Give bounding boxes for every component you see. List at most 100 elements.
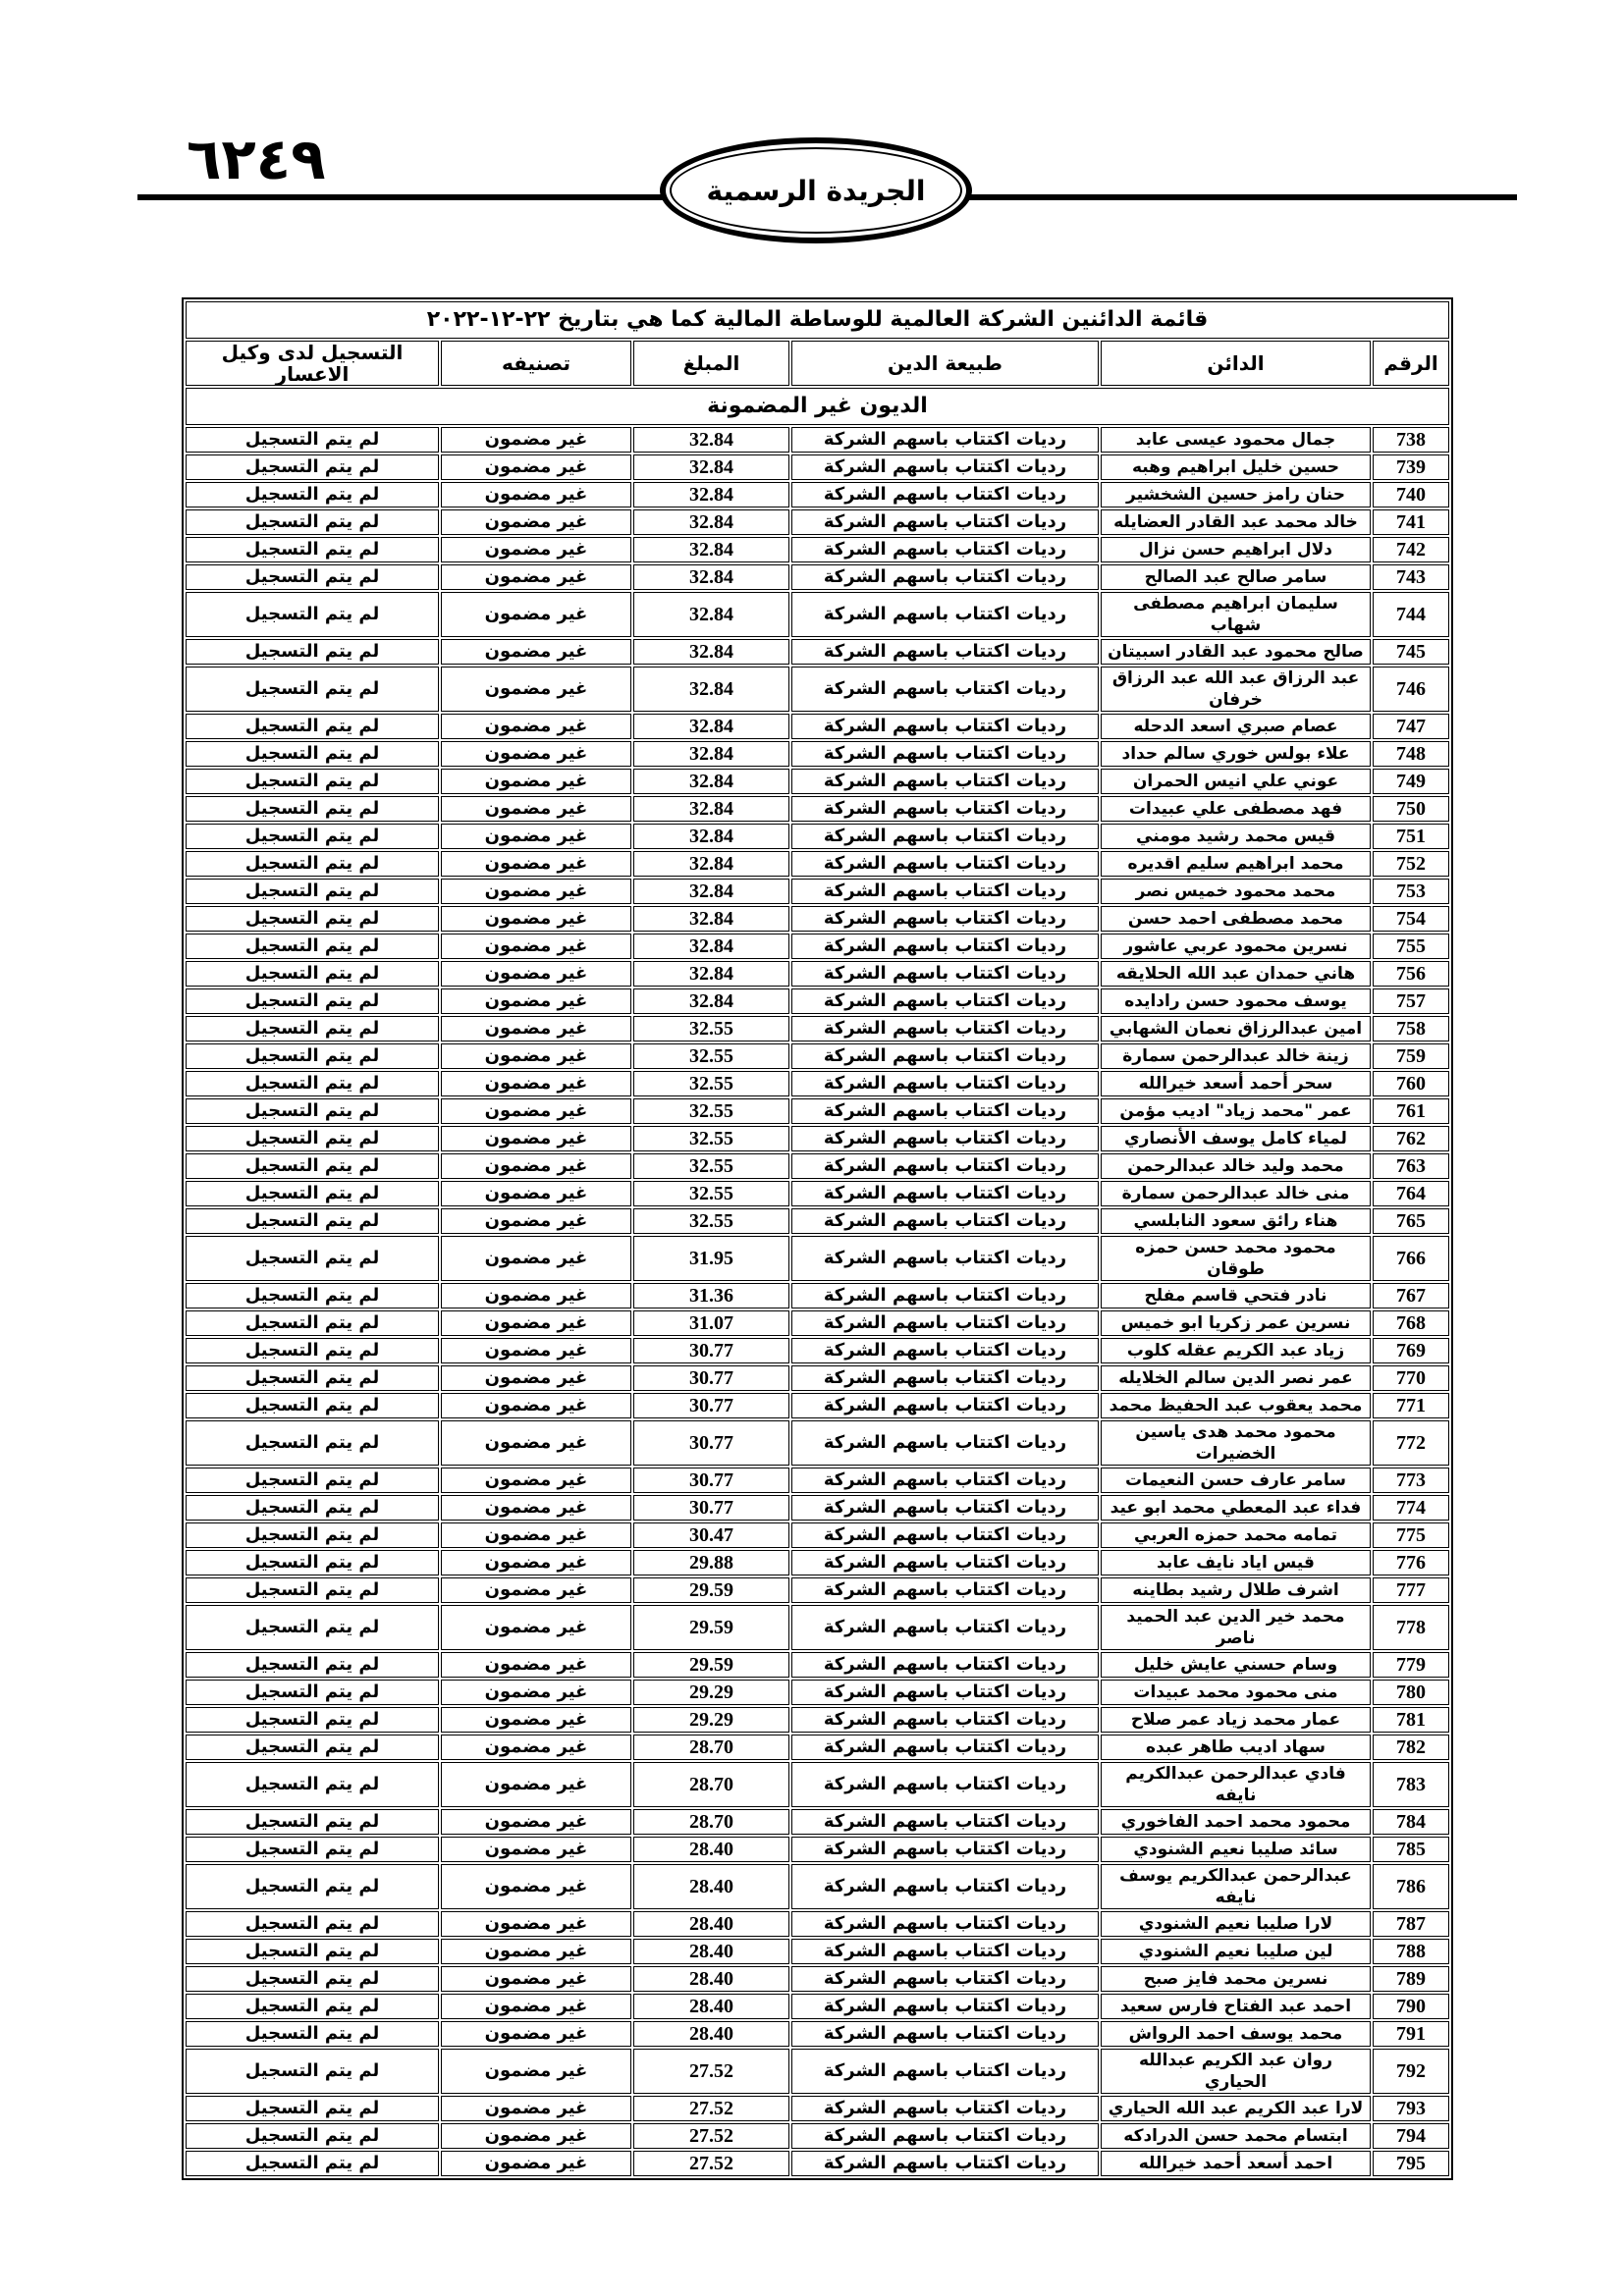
row-number: 741	[1373, 509, 1449, 535]
row-number: 747	[1373, 714, 1449, 739]
row-number: 775	[1373, 1522, 1449, 1548]
table-row: 752 محمد ابراهيم سليم اقديره رديات اكتتاب …	[186, 851, 1449, 877]
row-number: 744	[1373, 592, 1449, 637]
row-number: 777	[1373, 1577, 1449, 1603]
creditor-name: منى محمود محمد عبيدات	[1101, 1680, 1371, 1705]
creditor-name: حنان رامز حسين الشخشير	[1101, 482, 1371, 507]
row-number: 770	[1373, 1365, 1449, 1391]
registration-status: لم يتم التسجيل	[186, 1911, 439, 1937]
amount: 32.55	[633, 1153, 789, 1179]
debt-nature: رديات اكتتاب باسهم الشركة	[791, 1994, 1099, 2019]
registration-status: لم يتم التسجيل	[186, 1735, 439, 1760]
amount: 32.84	[633, 714, 789, 739]
debt-nature: رديات اكتتاب باسهم الشركة	[791, 1071, 1099, 1096]
creditor-name: عمار محمد زياد عمر صلاح	[1101, 1707, 1371, 1733]
row-number: 789	[1373, 1966, 1449, 1992]
creditor-name: احمد عبد الفتاح فارس سعيد	[1101, 1994, 1371, 2019]
registration-status: لم يتم التسجيل	[186, 592, 439, 637]
classification: غير مضمون	[441, 851, 631, 877]
creditor-name: محمد ابراهيم سليم اقديره	[1101, 851, 1371, 877]
registration-status: لم يتم التسجيل	[186, 1495, 439, 1521]
creditor-name: محمد مصطفى احمد حسن	[1101, 906, 1371, 932]
creditor-name: اشرف طلال رشيد بطاينه	[1101, 1577, 1371, 1603]
debt-nature: رديات اكتتاب باسهم الشركة	[791, 2123, 1099, 2149]
amount: 27.52	[633, 2151, 789, 2176]
row-number: 786	[1373, 1864, 1449, 1909]
debt-nature: رديات اكتتاب باسهم الشركة	[791, 1837, 1099, 1862]
registration-status: لم يتم التسجيل	[186, 1809, 439, 1835]
amount: 29.59	[633, 1577, 789, 1603]
registration-status: لم يتم التسجيل	[186, 1837, 439, 1862]
row-number: 794	[1373, 2123, 1449, 2149]
amount: 29.88	[633, 1550, 789, 1575]
table-row: 787 لارا صليبا نعيم الشنودي رديات اكتتاب ب…	[186, 1911, 1449, 1937]
registration-status: لم يتم التسجيل	[186, 1283, 439, 1308]
amount: 30.77	[633, 1338, 789, 1363]
debt-nature: رديات اكتتاب باسهم الشركة	[791, 1365, 1099, 1391]
debt-nature: رديات اكتتاب باسهم الشركة	[791, 961, 1099, 987]
registration-status: لم يتم التسجيل	[186, 2123, 439, 2149]
debt-nature: رديات اكتتاب باسهم الشركة	[791, 1680, 1099, 1705]
amount: 32.84	[633, 796, 789, 822]
table-row: 755 نسرين محمود عربي عاشور رديات اكتتاب با…	[186, 934, 1449, 959]
creditor-name: وسام حسني عايش خليل	[1101, 1652, 1371, 1678]
table-row: 794 ابتسام محمد حسن الدرادكه رديات اكتتاب …	[186, 2123, 1449, 2149]
creditor-name: سهاد اديب طاهر عبده	[1101, 1735, 1371, 1760]
creditor-name: هناء رائق سعود النابلسي	[1101, 1208, 1371, 1234]
creditor-name: محمود محمد هدى ياسين الخضيرات	[1101, 1420, 1371, 1466]
debt-nature: رديات اكتتاب باسهم الشركة	[791, 1495, 1099, 1521]
creditor-name: نسرين محمد فايز صبح	[1101, 1966, 1371, 1992]
classification: غير مضمون	[441, 1762, 631, 1807]
amount: 32.84	[633, 988, 789, 1014]
amount: 31.07	[633, 1310, 789, 1336]
debt-nature: رديات اكتتاب باسهم الشركة	[791, 1043, 1099, 1069]
classification: غير مضمون	[441, 2049, 631, 2094]
row-number: 781	[1373, 1707, 1449, 1733]
table-row: 765 هناء رائق سعود النابلسي رديات اكتتاب ب…	[186, 1208, 1449, 1234]
amount: 28.40	[633, 1939, 789, 1964]
classification: غير مضمون	[441, 1994, 631, 2019]
amount: 32.84	[633, 879, 789, 904]
debt-nature: رديات اكتتاب باسهم الشركة	[791, 2096, 1099, 2121]
amount: 31.95	[633, 1236, 789, 1281]
amount: 32.84	[633, 741, 789, 767]
classification: غير مضمون	[441, 1181, 631, 1206]
classification: غير مضمون	[441, 454, 631, 480]
table-row: 762 لمياء كامل يوسف الأنصاري رديات اكتتاب …	[186, 1126, 1449, 1151]
debt-nature: رديات اكتتاب باسهم الشركة	[791, 1236, 1099, 1281]
creditor-name: محمد وليد خالد عبدالرحمن	[1101, 1153, 1371, 1179]
table-row: 771 محمد يعقوب عبد الحفيظ محمد رديات اكتتا…	[186, 1393, 1449, 1418]
section-heading: الديون غير المضمونة	[186, 388, 1449, 425]
debt-nature: رديات اكتتاب باسهم الشركة	[791, 1550, 1099, 1575]
registration-status: لم يتم التسجيل	[186, 509, 439, 535]
registration-status: لم يتم التسجيل	[186, 1522, 439, 1548]
amount: 27.52	[633, 2049, 789, 2094]
classification: غير مضمون	[441, 934, 631, 959]
classification: غير مضمون	[441, 824, 631, 849]
table-row: 777 اشرف طلال رشيد بطاينه رديات اكتتاب باس…	[186, 1577, 1449, 1603]
classification: غير مضمون	[441, 1939, 631, 1964]
row-number: 787	[1373, 1911, 1449, 1937]
amount: 32.84	[633, 592, 789, 637]
col-header-creditor: الدائن	[1101, 341, 1371, 386]
table-row: 764 منى خالد عبدالرحمن سمارة رديات اكتتاب …	[186, 1181, 1449, 1206]
classification: غير مضمون	[441, 879, 631, 904]
creditor-name: محمود محمد حسن حمزه طوقان	[1101, 1236, 1371, 1281]
table-row: 748 علاء بولس خوري سالم حداد رديات اكتتاب …	[186, 741, 1449, 767]
classification: غير مضمون	[441, 2096, 631, 2121]
row-number: 779	[1373, 1652, 1449, 1678]
table-row: 761 عمر "محمد زياد" اديب مؤمن رديات اكتتاب…	[186, 1098, 1449, 1124]
classification: غير مضمون	[441, 1652, 631, 1678]
registration-status: لم يتم التسجيل	[186, 1707, 439, 1733]
col-header-amount: المبلغ	[633, 341, 789, 386]
classification: غير مضمون	[441, 1735, 631, 1760]
row-number: 766	[1373, 1236, 1449, 1281]
row-number: 746	[1373, 667, 1449, 712]
registration-status: لم يتم التسجيل	[186, 454, 439, 480]
creditor-name: محمد خير الدين عبد الحميد ناصر	[1101, 1605, 1371, 1650]
amount: 32.55	[633, 1043, 789, 1069]
row-number: 749	[1373, 769, 1449, 794]
row-number: 745	[1373, 639, 1449, 665]
table-row: 741 خالد محمد عبد القادر العضايله رديات اك…	[186, 509, 1449, 535]
row-number: 793	[1373, 2096, 1449, 2121]
